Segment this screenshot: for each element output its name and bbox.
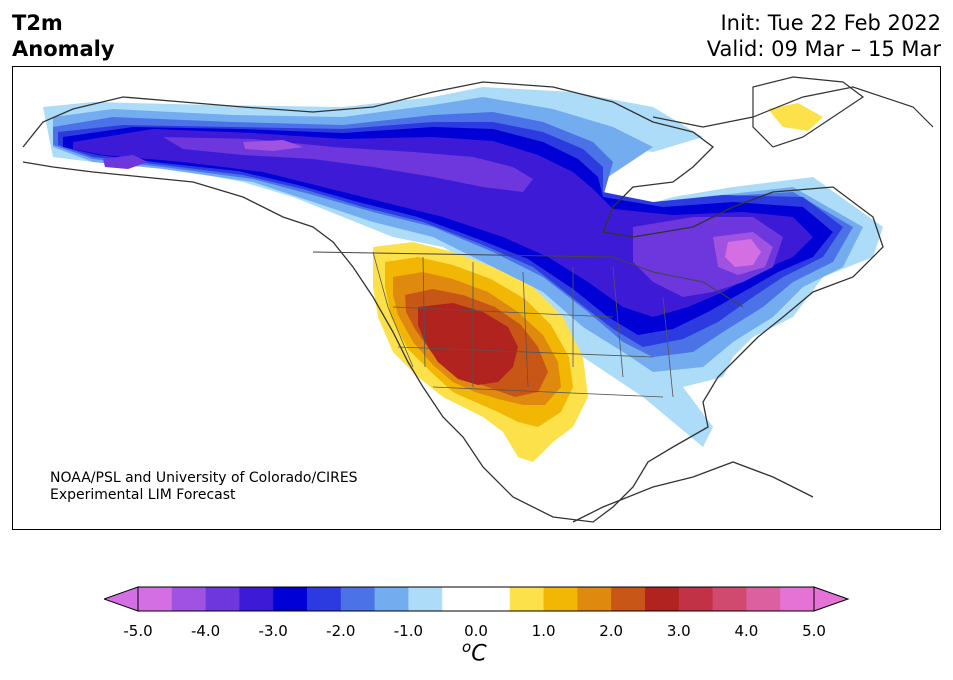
colorbar-tick-label: 3.0: [666, 622, 691, 640]
colorbar-over-arrow: [813, 586, 850, 612]
colorbar-tick-label: -2.0: [326, 622, 356, 640]
colorbar-tick-label: -4.0: [190, 622, 221, 640]
credit-line-1: NOAA/PSL and University of Colorado/CIRE…: [50, 470, 358, 486]
colorbar-cell: [780, 587, 815, 611]
credit-text: NOAA/PSL and University of Colorado/CIRE…: [50, 470, 358, 504]
colorbar-tick-label: -5.0: [123, 622, 153, 640]
us-canada-border: [312, 251, 744, 308]
colorbar-cell: [408, 587, 443, 611]
coastline: [22, 81, 884, 523]
state-lines: [372, 251, 674, 398]
colorbar-cell: [374, 587, 409, 611]
colorbar-tick-label: 4.0: [734, 622, 759, 640]
title-line-1: T2m: [12, 11, 63, 35]
colorbar-cell: [645, 587, 680, 611]
colorbar-tick-label: 2.0: [599, 622, 624, 640]
colorbar-cell: [340, 587, 376, 611]
colorbar-cell: [239, 587, 274, 611]
colorbar-cell: [476, 587, 511, 611]
colorbar-cell: [543, 587, 578, 611]
credit-line-2: Experimental LIM Forecast: [50, 487, 236, 503]
unit-degree: o: [462, 638, 472, 656]
colorbar-under-arrow: [104, 586, 139, 612]
title-line-2: Anomaly: [12, 37, 115, 61]
anomaly-map: [22, 76, 934, 523]
colorbar-cells: [138, 587, 815, 611]
valid-dates: Valid: 09 Mar – 15 Mar: [706, 37, 941, 61]
colorbar-cell: [712, 587, 747, 611]
colorbar-outline: [137, 586, 815, 612]
colorbar-cell: [577, 587, 612, 611]
map-title: T2m Anomaly: [12, 10, 115, 62]
colorbar-cell: [171, 587, 207, 611]
colorbar-cell: [509, 587, 545, 611]
colorbar-cell: [746, 587, 781, 611]
unit-label: oC: [462, 638, 487, 666]
colorbar-tick-label: 0.0: [464, 622, 488, 640]
forecast-dates: Init: Tue 22 Feb 2022 Valid: 09 Mar – 15…: [707, 10, 941, 62]
map-panel: NOAA/PSL and University of Colorado/CIRE…: [12, 66, 941, 530]
colorbar-cell: [307, 587, 342, 611]
colorbar-cell: [205, 587, 240, 611]
colorbar-tick-label: -1.0: [393, 622, 424, 640]
colorbar-tick-label: -3.0: [258, 622, 288, 640]
unit-letter: C: [471, 641, 487, 667]
init-date: Init: Tue 22 Feb 2022: [720, 11, 941, 35]
colorbar-tick-label: 5.0: [802, 622, 826, 640]
colorbar-cell: [678, 587, 714, 611]
colorbar-cell: [138, 587, 173, 611]
colorbar-tick-label: 1.0: [531, 622, 556, 640]
colorbar-cell: [273, 587, 308, 611]
colorbar-cell: [611, 587, 646, 611]
colorbar: [104, 586, 850, 612]
colorbar-cell: [442, 587, 477, 611]
